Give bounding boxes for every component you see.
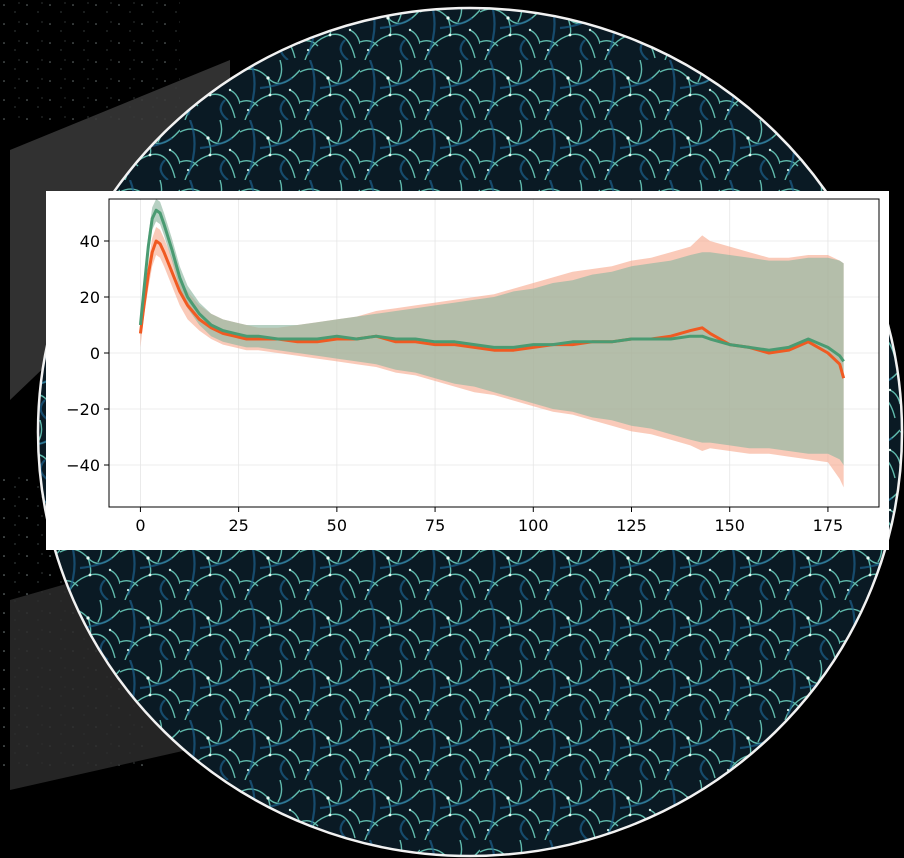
x-tick-label: 0 (135, 516, 145, 535)
x-tick-label: 75 (425, 516, 445, 535)
series-line-2 (138, 208, 845, 363)
axes: 0 25 50 75 100 125 150 175 −40 −20 0 20 40 (66, 198, 880, 535)
confidence-band-2 (140, 199, 844, 465)
chart-panel: 0 25 50 75 100 125 150 175 −40 −20 0 20 40 (46, 191, 889, 550)
series-line-1 (138, 239, 846, 379)
x-tick-label: 125 (616, 516, 647, 535)
y-tick-label: 20 (80, 288, 100, 307)
x-tick-label: 100 (518, 516, 549, 535)
line-chart: 0 25 50 75 100 125 150 175 −40 −20 0 20 40 (66, 198, 880, 535)
y-tick-label: −40 (66, 456, 100, 475)
x-tick-label: 150 (714, 516, 745, 535)
x-tick-label: 50 (327, 516, 347, 535)
y-tick-label: −20 (66, 400, 100, 419)
y-tick-label: 0 (90, 344, 100, 363)
series-lines (138, 208, 846, 379)
x-tick-label: 25 (228, 516, 248, 535)
confidence-bands (140, 199, 844, 488)
x-tick-label: 175 (813, 516, 844, 535)
y-tick-label: 40 (80, 232, 100, 251)
